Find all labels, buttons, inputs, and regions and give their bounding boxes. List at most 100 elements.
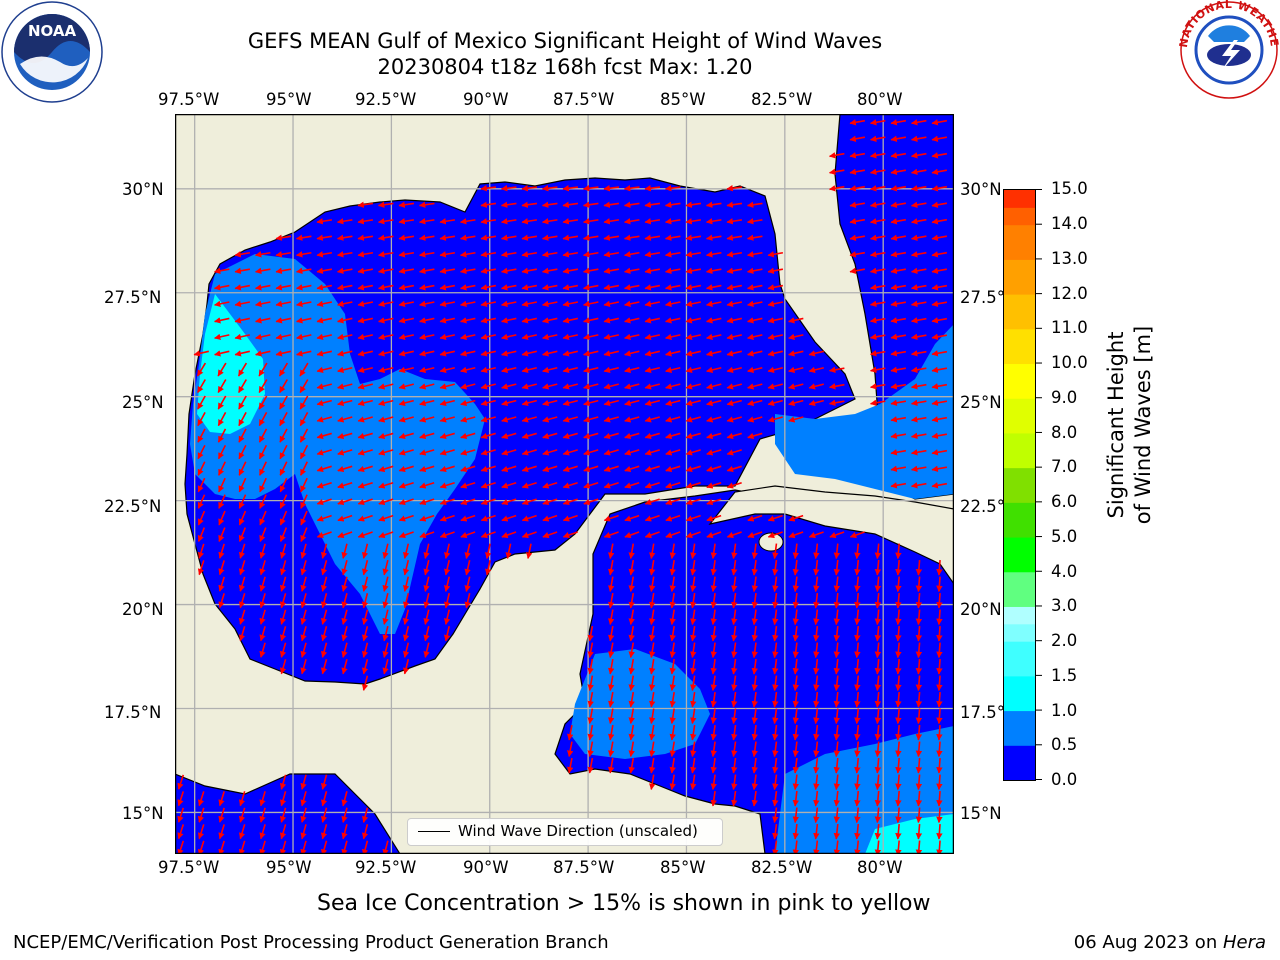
wind-arrow	[214, 300, 230, 307]
wind-arrow	[587, 741, 594, 758]
wind-arrow	[419, 465, 435, 473]
wind-arrow	[608, 625, 615, 642]
wind-arrow	[214, 350, 230, 357]
wind-arrow	[854, 658, 861, 675]
wind-arrow	[521, 201, 538, 208]
wind-arrow	[890, 482, 907, 489]
wind-arrow	[460, 333, 476, 341]
wind-arrow	[587, 658, 594, 675]
wind-arrow	[624, 366, 640, 374]
wind-arrow	[747, 317, 763, 324]
wind-arrow	[767, 383, 783, 390]
wind-arrow	[644, 234, 661, 241]
wind-arrow	[562, 498, 578, 506]
colorbar-segment	[1004, 259, 1035, 295]
wind-arrow	[337, 317, 353, 324]
wind-arrow	[238, 609, 246, 625]
wind-arrow	[443, 626, 451, 642]
wind-arrow	[608, 741, 615, 758]
cb-tick-14: 14.0	[1051, 214, 1088, 233]
wind-arrow	[624, 416, 640, 423]
wind-arrow	[480, 498, 496, 506]
wind-arrow	[649, 774, 656, 791]
wind-arrow	[792, 625, 799, 642]
wind-arrow	[341, 824, 348, 840]
wind-arrow	[214, 284, 230, 291]
wind-arrow	[644, 201, 661, 208]
wind-arrow	[726, 449, 742, 456]
wind-arrow	[258, 428, 268, 443]
wind-arrow	[751, 609, 758, 626]
wind-arrow	[296, 317, 312, 324]
wind-arrow	[705, 267, 722, 274]
wind-arrow	[459, 251, 476, 258]
wind-arrow	[690, 559, 697, 576]
wind-arrow	[254, 267, 271, 274]
wind-arrow	[521, 531, 537, 539]
wind-arrow	[685, 498, 701, 506]
wind-arrow	[751, 741, 758, 758]
wind-arrow	[296, 300, 312, 307]
wind-arrow	[382, 576, 389, 592]
wind-arrow	[915, 823, 923, 840]
wind-arrow	[895, 741, 902, 758]
cb-tick-13: 13.0	[1051, 249, 1088, 268]
wind-arrow	[459, 218, 476, 225]
wind-arrow	[398, 234, 415, 241]
wind-arrow	[772, 543, 779, 560]
map-legend: Wind Wave Direction (unscaled)	[407, 818, 723, 846]
wind-arrow	[726, 481, 742, 489]
wind-arrow	[644, 300, 661, 307]
wind-arrow	[747, 416, 763, 423]
footer-date-text: 06 Aug 2023 on	[1073, 932, 1223, 953]
wind-arrow	[197, 824, 205, 840]
wind-arrow	[419, 383, 435, 390]
wind-arrow	[336, 218, 353, 225]
wind-arrow	[669, 658, 676, 675]
wind-arrow	[644, 399, 660, 407]
wind-arrow	[788, 333, 804, 341]
wind-arrow	[337, 449, 353, 456]
wind-arrow	[747, 350, 763, 357]
wind-arrow	[710, 609, 717, 626]
wind-arrow	[193, 350, 209, 357]
wind-arrow	[726, 317, 743, 324]
wind-arrow	[623, 201, 640, 208]
wind-arrow	[419, 284, 435, 291]
wind-arrow	[705, 201, 722, 208]
wind-arrow	[772, 609, 779, 626]
wind-arrow	[480, 366, 496, 374]
wind-arrow	[624, 531, 640, 539]
wind-arrow	[439, 350, 455, 357]
wind-arrow	[542, 449, 558, 456]
wind-arrow	[910, 366, 927, 373]
wind-arrow	[357, 383, 373, 390]
lon-tick-top-80: 80°W	[857, 90, 903, 109]
wind-arrow	[706, 465, 722, 473]
wind-arrow	[464, 560, 471, 576]
wind-arrow	[910, 267, 927, 274]
footer-branch: NCEP/EMC/Verification Post Processing Pr…	[13, 932, 609, 953]
map-title-line2: 20230804 t18z 168h fcst Max: 1.20	[377, 55, 753, 79]
wind-arrow	[685, 300, 702, 307]
wind-arrow	[890, 251, 907, 258]
wind-arrow	[521, 383, 537, 390]
wind-arrow	[337, 498, 353, 506]
wind-arrow	[890, 135, 907, 142]
wind-arrow	[501, 366, 517, 374]
wind-arrow	[501, 416, 517, 423]
wind-arrow	[357, 432, 373, 440]
cb-tick-2: 2.0	[1051, 631, 1078, 650]
wind-arrow	[628, 642, 635, 659]
wind-arrow	[644, 465, 660, 473]
wind-arrow	[915, 741, 923, 758]
wind-arrow	[300, 791, 307, 807]
wind-arrow	[910, 432, 927, 439]
wind-arrow	[320, 543, 328, 559]
cb-tick-5: 5.0	[1051, 527, 1078, 546]
wind-arrow	[664, 234, 681, 241]
wind-arrow	[644, 317, 661, 324]
wind-arrow	[726, 251, 743, 258]
wind-arrow	[931, 350, 948, 357]
wind-arrow	[603, 514, 619, 522]
